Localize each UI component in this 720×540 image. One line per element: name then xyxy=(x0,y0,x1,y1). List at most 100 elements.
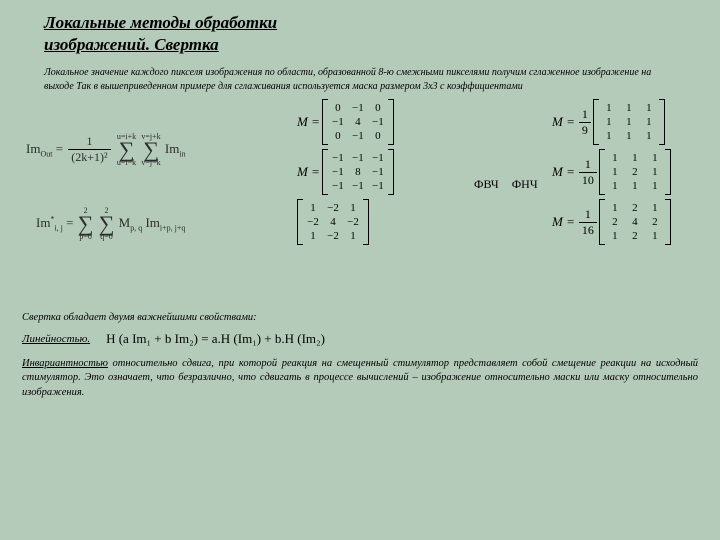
matrix-cell: −1 xyxy=(352,102,364,114)
invariance-text: относительно сдвига, при которой реакция… xyxy=(22,358,698,397)
matrix-cell: 1 xyxy=(623,130,635,142)
sigma-2: v=j+k ∑ v=j−k xyxy=(141,133,160,167)
sigma-4: 2 ∑ q=0 xyxy=(99,207,115,241)
matrix-cell: −1 xyxy=(332,152,344,164)
formulas-area: ImOut = 1 (2k+1)² u=i+k ∑ u=i−k v=j+k ∑ … xyxy=(22,99,698,304)
matrix-cell: −2 xyxy=(327,202,339,214)
equation-mask: Im*i, j = 2 ∑ p=0 2 ∑ q=0 Mp, q Imi+p, j… xyxy=(36,207,231,241)
matrix-factor: 19 xyxy=(579,107,591,138)
matrix-factor: 116 xyxy=(579,207,597,238)
eq-out-lhs-sub: Out xyxy=(40,150,52,159)
matrix-cell: 2 xyxy=(629,230,641,242)
matrix-cell: 1 xyxy=(609,152,621,164)
matrix-cell: 8 xyxy=(352,166,364,178)
matrix: 0−10−14−10−10 xyxy=(322,99,394,145)
eq-m-rhs: Im xyxy=(145,215,159,230)
matrix-cell: 1 xyxy=(643,130,655,142)
sigma-1: u=i+k ∑ u=i−k xyxy=(117,133,136,167)
matrix-cell: 1 xyxy=(347,202,359,214)
matrix-cell: 1 xyxy=(609,180,621,192)
matrix-cell: −2 xyxy=(327,230,339,242)
matrix-cell: 1 xyxy=(623,102,635,114)
matrix-row: M =0−10−14−10−10 xyxy=(297,99,472,145)
eq-m-mid: M xyxy=(119,215,131,230)
matrix-cell: 1 xyxy=(609,202,621,214)
equation-out: ImOut = 1 (2k+1)² u=i+k ∑ u=i−k v=j+k ∑ … xyxy=(26,133,231,167)
matrix-cell: 0 xyxy=(372,130,384,142)
linearity-row: Линейностью. H (a Im₁ + b Im₂) = a.H (Im… xyxy=(22,331,698,347)
invariance-label: Инвариантностью xyxy=(22,358,108,369)
matrix-cell: −1 xyxy=(332,180,344,192)
matrix-cell: −1 xyxy=(352,180,364,192)
slide-root: Локальные методы обработки изображений. … xyxy=(0,0,720,540)
matrix-cell: 0 xyxy=(332,102,344,114)
matrix-row: M =−1−1−1−18−1−1−1−1 xyxy=(297,149,472,195)
matrix: 121242121 xyxy=(599,199,671,245)
matrix-cell: 1 xyxy=(609,230,621,242)
title-line-1: Локальные методы обработки xyxy=(44,13,277,32)
matrix-cell: 1 xyxy=(649,230,661,242)
label-fvch: ФВЧ xyxy=(474,177,499,191)
matrix-cell: −1 xyxy=(352,130,364,142)
filter-labels: ФВЧ ФНЧ xyxy=(474,177,548,192)
sigma-3: 2 ∑ p=0 xyxy=(78,207,94,241)
matrix-cell: 1 xyxy=(629,180,641,192)
matrix: 111121111 xyxy=(599,149,671,195)
matrix-cell: 1 xyxy=(603,102,615,114)
matrix-cell: 1 xyxy=(643,116,655,128)
matrix-cell: −1 xyxy=(332,116,344,128)
matrix-cell: 1 xyxy=(649,152,661,164)
matrix-cell: 2 xyxy=(609,216,621,228)
properties-intro: Свертка обладает двумя важнейшими свойст… xyxy=(22,312,698,323)
frac-den: (2k+1)² xyxy=(68,150,110,165)
matrix-cell: 0 xyxy=(332,130,344,142)
matrix-cell: 1 xyxy=(649,202,661,214)
eq-out-rhs: Im xyxy=(165,141,179,156)
matrix-cell: 2 xyxy=(629,166,641,178)
matrix-cell: −2 xyxy=(307,216,319,228)
title-line-2: изображений. Свертка xyxy=(44,35,219,54)
matrix: 1−21−24−21−21 xyxy=(297,199,369,245)
matrix-row: M =116121242121 xyxy=(552,199,720,245)
matrix-cell: 1 xyxy=(307,202,319,214)
invariance-paragraph: Инвариантностью относительно сдвига, при… xyxy=(22,357,698,400)
matrix-cell: 0 xyxy=(372,102,384,114)
eq-m-lhs: Im xyxy=(36,215,50,230)
eq-out-lhs: Im xyxy=(26,141,40,156)
matrix-cell: 4 xyxy=(629,216,641,228)
matrix-cell: 1 xyxy=(347,230,359,242)
matrix-cell: −1 xyxy=(372,166,384,178)
matrix-row: M =110111121111 xyxy=(552,149,720,195)
matrix-cell: 1 xyxy=(603,116,615,128)
matrix-cell: −1 xyxy=(372,152,384,164)
matrix-cell: 2 xyxy=(649,216,661,228)
matrix-factor: 110 xyxy=(579,157,597,188)
matrix-label: M = xyxy=(552,164,575,180)
label-fnch: ФНЧ xyxy=(512,177,538,191)
matrix-row: M =19111111111 xyxy=(552,99,720,145)
matrix-cell: 1 xyxy=(649,180,661,192)
matrix-cell: 1 xyxy=(623,116,635,128)
matrix-cell: 1 xyxy=(307,230,319,242)
matrix-row: 1−21−24−21−21 xyxy=(297,199,472,245)
matrix-cell: 1 xyxy=(609,166,621,178)
frac-num: 1 xyxy=(68,134,110,150)
matrix-cell: 1 xyxy=(603,130,615,142)
high-pass-matrices: M =0−10−14−10−10M =−1−1−1−18−1−1−1−11−21… xyxy=(297,99,472,249)
low-pass-matrices: M =19111111111M =110111121111M =11612124… xyxy=(552,99,720,249)
matrix-cell: −2 xyxy=(347,216,359,228)
matrix-cell: −1 xyxy=(332,166,344,178)
matrix-label: M = xyxy=(297,114,320,130)
matrix-cell: −1 xyxy=(372,116,384,128)
matrix-label: M = xyxy=(552,214,575,230)
matrix-cell: 2 xyxy=(629,202,641,214)
slide-title: Локальные методы обработки изображений. … xyxy=(44,12,698,56)
linearity-label: Линейностью. xyxy=(22,333,90,345)
intro-paragraph: Локальное значение каждого пикселя изобр… xyxy=(44,66,680,93)
matrix: −1−1−1−18−1−1−1−1 xyxy=(322,149,394,195)
matrix-cell: 1 xyxy=(629,152,641,164)
matrix-cell: 1 xyxy=(643,102,655,114)
linearity-equation: H (a Im₁ + b Im₂) = a.H (Im₁) + b.H (Im₂… xyxy=(106,331,325,347)
matrix-cell: 1 xyxy=(649,166,661,178)
fraction: 1 (2k+1)² xyxy=(68,134,110,165)
